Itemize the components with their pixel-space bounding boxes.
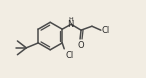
Text: O: O: [77, 41, 84, 50]
Text: Cl: Cl: [65, 51, 73, 60]
Text: H: H: [69, 17, 74, 22]
Text: Cl: Cl: [101, 26, 110, 35]
Text: N: N: [67, 20, 73, 29]
